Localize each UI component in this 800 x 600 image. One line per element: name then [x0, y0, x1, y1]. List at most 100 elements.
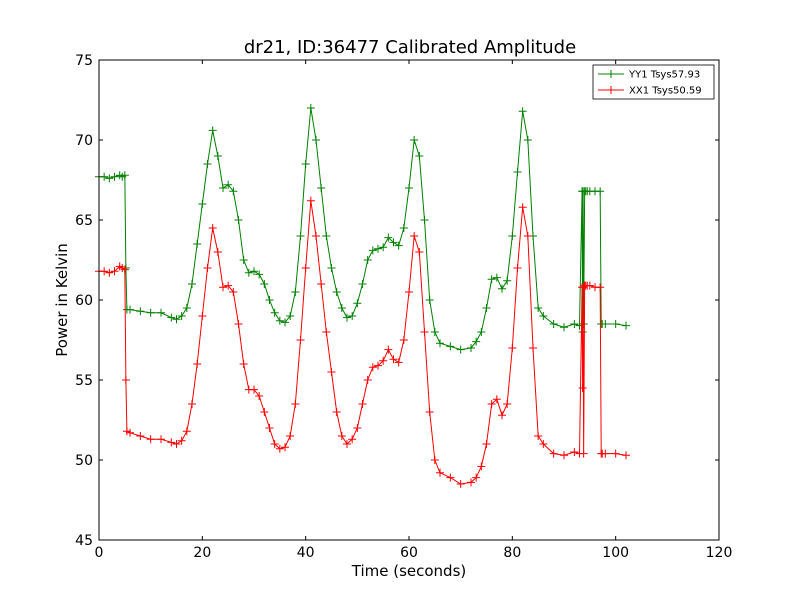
data-point: [394, 358, 403, 367]
data-point: [487, 275, 496, 284]
data-point: [286, 312, 295, 320]
data-point: [379, 243, 388, 252]
data-point: [405, 184, 413, 192]
data-point: [219, 184, 227, 192]
data-point: [275, 316, 284, 325]
data-point: [229, 187, 238, 196]
data-point: [136, 432, 145, 440]
data-point: [167, 313, 176, 322]
data-point: [611, 320, 620, 328]
data-point: [513, 168, 522, 176]
x-axis-title: Time (seconds): [351, 562, 467, 580]
x-tick-label: 20: [193, 545, 211, 561]
ticks-layer: 0 20 40 60 80 100 120 45 50 55 60 65 70 75: [75, 53, 732, 561]
data-point: [420, 328, 429, 336]
data-point: [136, 307, 145, 316]
series-line-1: [99, 200, 627, 485]
data-point: [477, 328, 486, 336]
data-point: [549, 449, 558, 458]
data-point: [224, 281, 233, 290]
data-point: [430, 456, 439, 464]
data-point: [260, 280, 269, 288]
data-point: [291, 400, 300, 408]
y-tick-label: 60: [75, 293, 93, 309]
data-point: [611, 449, 620, 458]
data-point: [265, 424, 274, 432]
series-layer: [95, 104, 630, 488]
data-point: [384, 345, 393, 354]
data-point: [234, 320, 243, 328]
data-point: [622, 451, 630, 460]
data-point: [415, 152, 424, 160]
data-point: [415, 248, 424, 256]
data-point: [467, 478, 475, 487]
data-point: [219, 283, 227, 292]
data-point: [120, 265, 129, 274]
data-point: [250, 385, 258, 394]
data-point: [374, 244, 382, 253]
data-point: [596, 187, 605, 196]
legend-marker-xx1: [607, 86, 615, 94]
data-point: [498, 411, 506, 420]
data-point: [296, 232, 305, 240]
data-point: [255, 270, 264, 279]
data-point: [363, 256, 372, 264]
data-point: [317, 280, 326, 288]
data-point: [399, 336, 408, 344]
data-point: [270, 440, 279, 448]
data-point: [379, 356, 388, 365]
data-point: [239, 256, 248, 264]
data-point: [578, 384, 587, 392]
data-point: [317, 184, 326, 192]
data-point: [343, 440, 351, 448]
data-point: [203, 264, 212, 272]
data-point: [492, 395, 501, 404]
data-point: [425, 296, 434, 304]
data-point: [126, 305, 134, 314]
data-point: [198, 200, 207, 208]
data-point: [120, 171, 129, 180]
data-point: [260, 408, 269, 416]
data-point: [312, 136, 320, 144]
data-point: [579, 449, 588, 458]
data-point: [306, 196, 315, 205]
data-point: [182, 427, 191, 436]
legend-label-yy1: YY1 Tsys57.93: [628, 70, 700, 81]
y-tick-label: 70: [75, 133, 93, 149]
y-axis-title: Power in Kelvin: [53, 243, 71, 357]
data-point: [596, 283, 605, 292]
data-point: [265, 296, 274, 304]
data-point: [420, 216, 429, 224]
data-point: [239, 360, 248, 368]
legend-marker-yy1: [607, 70, 615, 78]
data-point: [213, 152, 222, 160]
y-tick-label: 65: [75, 213, 93, 229]
data-point: [358, 400, 367, 408]
data-point: [255, 392, 264, 400]
data-point: [198, 312, 207, 320]
data-point: [146, 435, 155, 444]
data-point: [291, 288, 300, 296]
data-point: [157, 435, 165, 444]
legend-box: [592, 64, 715, 100]
data-point: [467, 344, 475, 352]
data-point: [337, 432, 346, 440]
data-point: [472, 473, 481, 482]
x-tick-label: 120: [706, 545, 733, 561]
x-tick-label: 0: [95, 545, 104, 561]
data-point: [425, 408, 434, 416]
data-point: [503, 400, 512, 408]
data-point: [503, 276, 512, 285]
data-point: [327, 264, 336, 272]
data-point: [327, 368, 336, 376]
data-point: [105, 174, 114, 183]
data-point: [110, 172, 119, 181]
y-tick-label: 50: [75, 453, 93, 469]
data-point: [322, 232, 331, 240]
data-point: [518, 107, 527, 116]
data-point: [389, 355, 398, 364]
data-point: [436, 468, 444, 477]
data-point: [585, 281, 594, 290]
data-point: [384, 233, 393, 242]
